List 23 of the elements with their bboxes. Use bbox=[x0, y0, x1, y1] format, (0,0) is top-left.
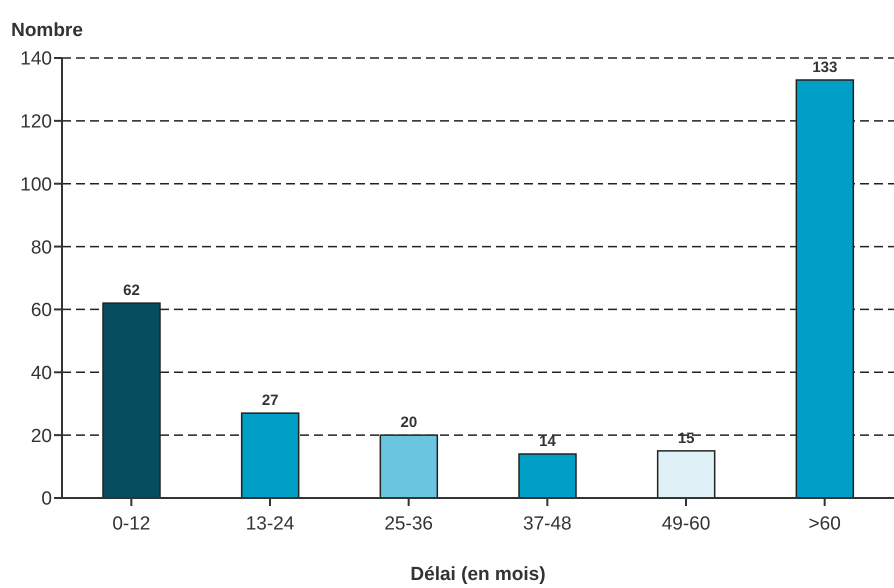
data-label: 27 bbox=[262, 392, 279, 410]
x-tick-label: >60 bbox=[808, 513, 841, 534]
data-label: 62 bbox=[123, 282, 140, 300]
x-tick-label: 0-12 bbox=[112, 513, 150, 534]
x-tick-label: 13-24 bbox=[246, 513, 295, 534]
x-tick-label: 37-48 bbox=[523, 513, 572, 534]
x-tick-label: 25-36 bbox=[384, 513, 433, 534]
y-tick-label: 100 bbox=[20, 174, 52, 196]
y-tick-label: 0 bbox=[41, 488, 52, 510]
y-tick-label: 40 bbox=[30, 363, 52, 384]
x-tick-label: 49-60 bbox=[662, 513, 710, 534]
y-tick-label: 140 bbox=[20, 48, 52, 70]
data-label: 20 bbox=[400, 414, 418, 432]
y-tick-label: 120 bbox=[20, 112, 52, 133]
data-label: 14 bbox=[539, 433, 556, 450]
y-tick-label: 20 bbox=[30, 426, 52, 447]
x-axis-title: Délai (en mois) bbox=[410, 564, 546, 585]
bar bbox=[656, 450, 716, 498]
y-tick-label: 60 bbox=[30, 300, 52, 322]
y-axis-title: Nombre bbox=[11, 20, 83, 41]
data-label: 133 bbox=[812, 59, 838, 76]
bar bbox=[518, 453, 577, 498]
y-tick-label: 80 bbox=[30, 237, 52, 258]
